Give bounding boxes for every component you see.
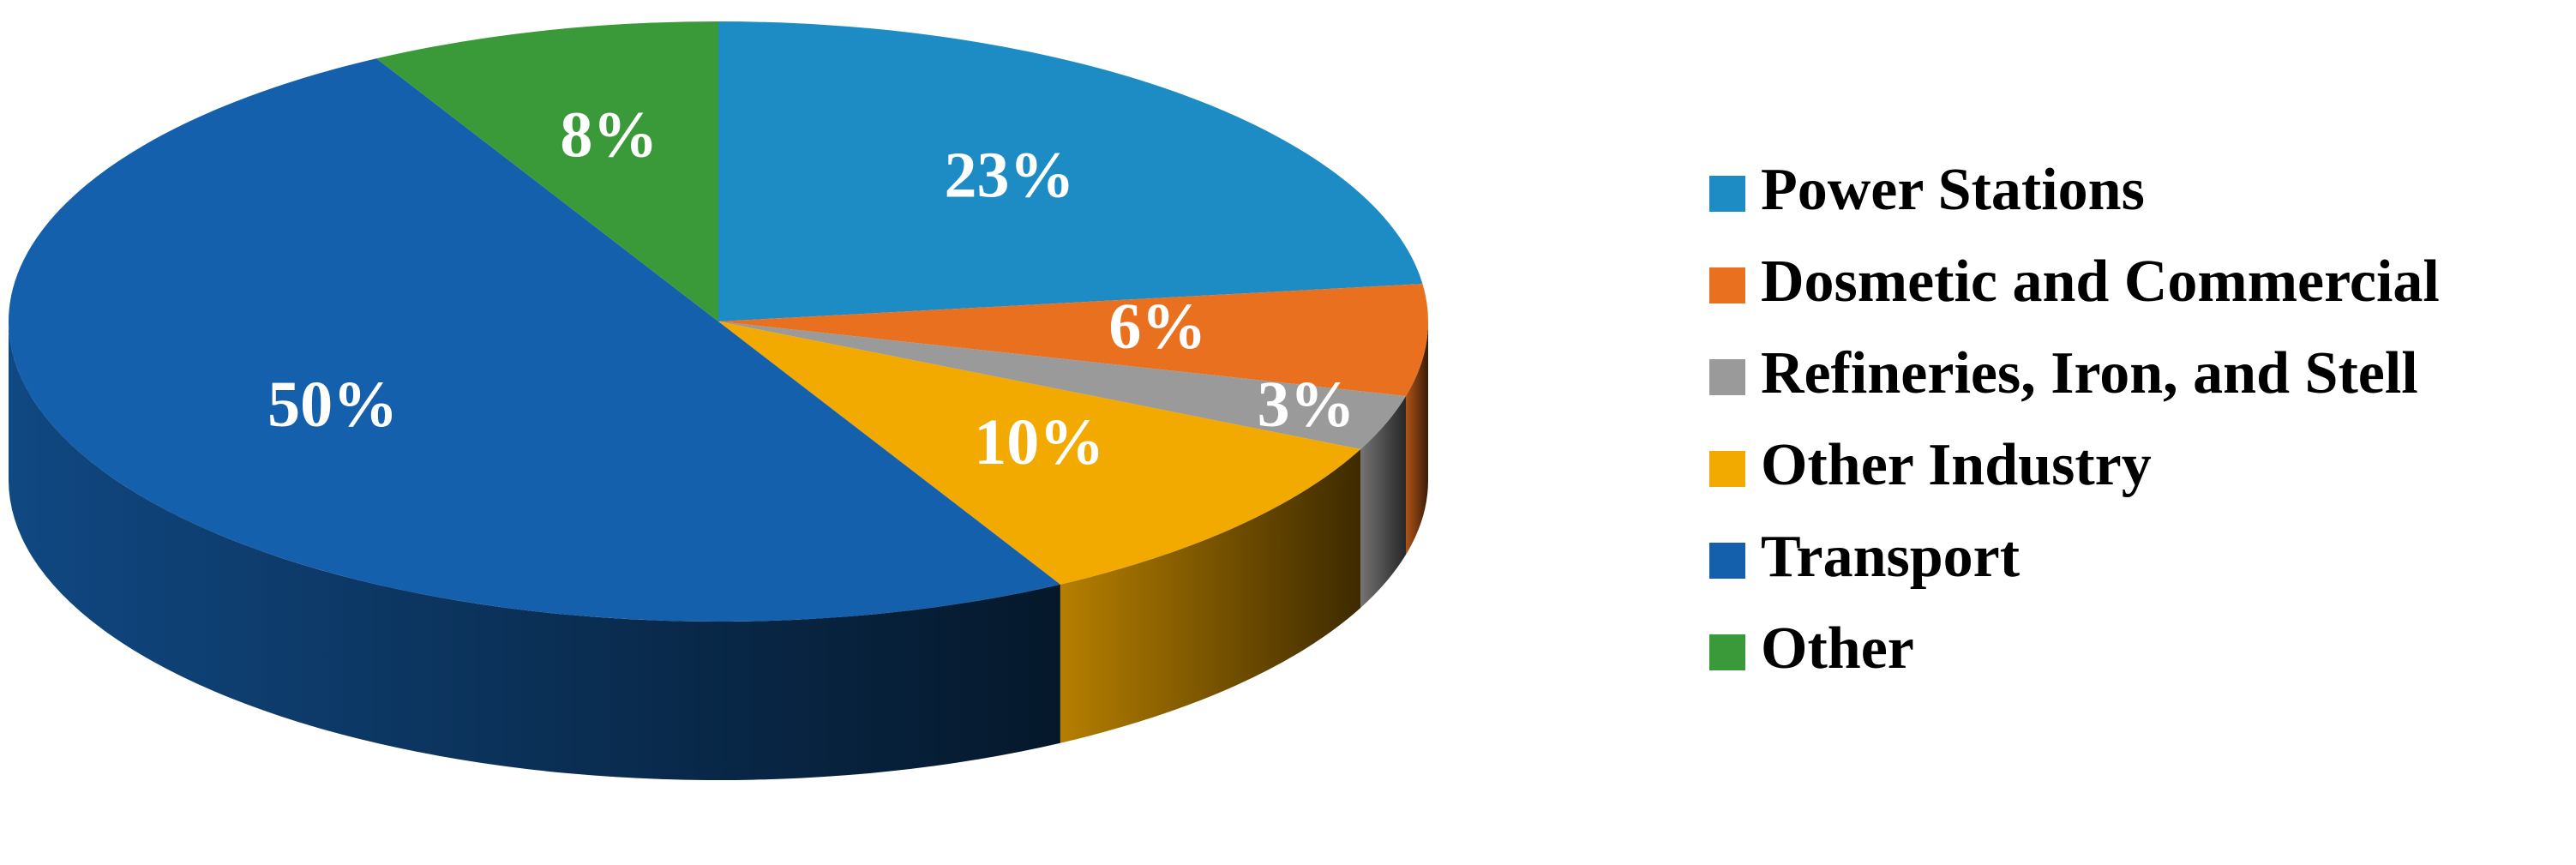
- slice-side: [1405, 321, 1428, 556]
- legend-swatch: [1709, 634, 1745, 670]
- legend-label: Other: [1761, 616, 1914, 682]
- legend-label: Refineries, Iron, and Stell: [1761, 340, 2418, 406]
- slice-side: [1360, 396, 1406, 609]
- legend-label: Power Stations: [1761, 157, 2145, 223]
- legend-swatch: [1709, 543, 1745, 579]
- slice-label: 6%: [1108, 291, 1206, 363]
- slice-label: 8%: [560, 99, 658, 171]
- slice-label: 3%: [1258, 369, 1355, 441]
- slice: [718, 21, 1423, 321]
- legend-swatch: [1709, 359, 1745, 395]
- legend-swatch: [1709, 176, 1745, 212]
- slice: [718, 321, 1361, 585]
- slice-side: [1060, 449, 1361, 743]
- slice-side: [9, 321, 1060, 781]
- legend-swatch: [1709, 451, 1745, 487]
- slice-label: 23%: [944, 140, 1074, 212]
- slice-label: 50%: [267, 369, 398, 441]
- slice: [9, 58, 1060, 622]
- legend-label: Dosmetic and Commercial: [1761, 249, 2440, 315]
- legend-swatch: [1709, 267, 1745, 303]
- legend-label: Other Industry: [1761, 432, 2152, 498]
- legend-label: Transport: [1761, 524, 2020, 590]
- slice: [718, 284, 1428, 397]
- slice-label: 10%: [974, 406, 1104, 478]
- slice: [376, 21, 718, 321]
- slice: [718, 321, 1406, 450]
